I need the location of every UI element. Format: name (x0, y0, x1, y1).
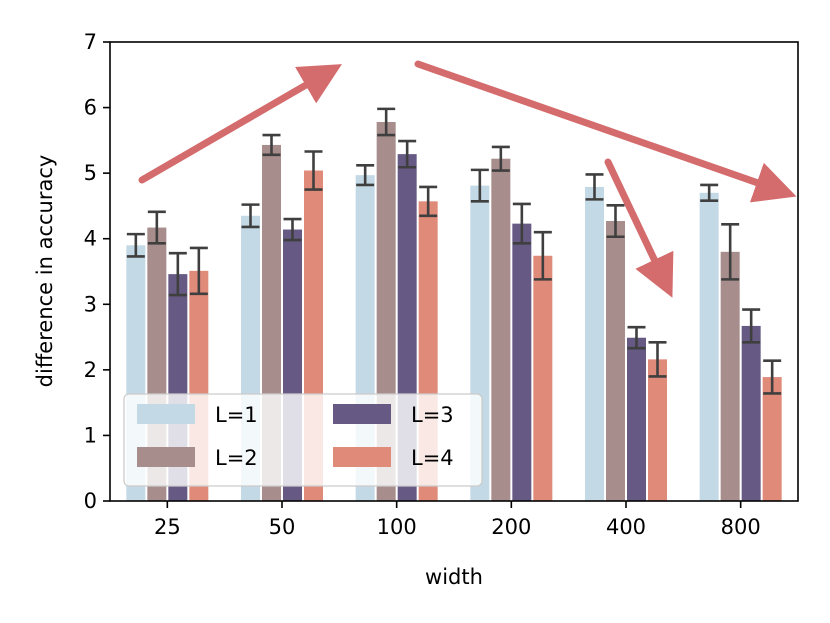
bar-L1-800 (699, 192, 719, 502)
errorbar-L1-200 (470, 168, 489, 203)
errorbar-L3-100 (398, 139, 417, 169)
bar-L3-400 (627, 337, 646, 501)
errorbar-L4-25 (189, 246, 208, 296)
legend-entry-L4: L=4 (333, 446, 454, 470)
legend-swatch-L2 (137, 447, 195, 467)
x-tick-label-800: 800 (721, 515, 761, 539)
trend-arrow-rising (138, 64, 342, 184)
errorbars-layer (126, 107, 782, 395)
errorbar-L1-400 (585, 173, 604, 201)
errorbar-L2-25 (147, 210, 166, 245)
bar-L2-800 (720, 251, 740, 501)
legend-label-L1: L=1 (215, 403, 258, 427)
x-tick-label-400: 400 (606, 515, 646, 539)
errorbar-L1-100 (356, 163, 375, 187)
legend-entry-L3: L=3 (333, 403, 454, 427)
errorbar-L1-50 (241, 203, 260, 229)
x-tick-label-200: 200 (491, 515, 531, 539)
legend-entry-L2: L=2 (137, 446, 258, 470)
errorbar-L4-200 (533, 230, 552, 281)
bar-L4-400 (648, 359, 667, 501)
legend-label-L2: L=2 (215, 446, 258, 470)
legend-swatch-L4 (333, 447, 391, 467)
legend-label-L3: L=3 (411, 403, 454, 427)
y-tick-label-2: 2 (84, 358, 97, 382)
errorbar-L3-50 (283, 217, 302, 242)
y-tick-label-7: 7 (84, 30, 97, 54)
y-tick-label-1: 1 (84, 423, 97, 447)
x-axis-label: width (425, 565, 483, 589)
y-tick-label-3: 3 (84, 292, 97, 316)
errorbar-L4-50 (304, 150, 323, 191)
trend-arrow-steep-drop (604, 158, 674, 298)
errorbar-L4-800 (763, 359, 782, 395)
y-tick-label-0: 0 (84, 489, 97, 513)
errorbar-L1-800 (700, 183, 719, 202)
errorbar-L2-200 (491, 145, 510, 172)
plot-frame (109, 41, 799, 502)
legend-swatch-L3 (333, 404, 391, 424)
axes-layer (109, 41, 799, 502)
errorbar-L4-400 (648, 341, 667, 378)
errorbar-L1-25 (126, 232, 145, 258)
errorbar-L3-200 (512, 202, 531, 245)
bar-L2-400 (606, 221, 625, 501)
arrows-layer (138, 60, 797, 298)
bar-L4-800 (762, 377, 782, 501)
errorbar-L3-25 (168, 251, 187, 297)
bar-L3-800 (741, 325, 761, 501)
bar-L2-200 (491, 158, 511, 501)
errorbar-L3-400 (627, 325, 646, 350)
errorbar-L2-400 (606, 203, 625, 239)
errorbar-L2-50 (262, 133, 281, 157)
x-tick-label-50: 50 (269, 515, 296, 539)
legend-swatch-L1 (137, 404, 195, 424)
x-tick-label-100: 100 (377, 515, 417, 539)
bar-L1-400 (585, 186, 604, 502)
ticks-layer: 25 50 100 200 400 800 0 1 2 3 4 5 6 7 (84, 30, 761, 539)
bar-L4-200 (533, 255, 553, 501)
errorbar-L3-800 (742, 308, 761, 344)
bar-L3-200 (512, 223, 532, 501)
y-axis-label: difference in accuracy (33, 155, 57, 388)
errorbar-L2-100 (377, 107, 396, 137)
y-tick-label-4: 4 (84, 227, 97, 251)
legend-frame (123, 393, 483, 487)
trend-arrow-falling (414, 60, 797, 203)
legend-entry-L1: L=1 (137, 403, 258, 427)
errorbar-L4-100 (419, 185, 438, 218)
legend-label-L4: L=4 (411, 446, 454, 470)
x-tick-label-25: 25 (154, 515, 181, 539)
legend: L=1 L=2 L=3 L=4 (123, 393, 483, 487)
y-tick-label-5: 5 (84, 161, 97, 185)
y-tick-label-6: 6 (84, 96, 97, 120)
errorbar-L2-800 (721, 222, 740, 281)
